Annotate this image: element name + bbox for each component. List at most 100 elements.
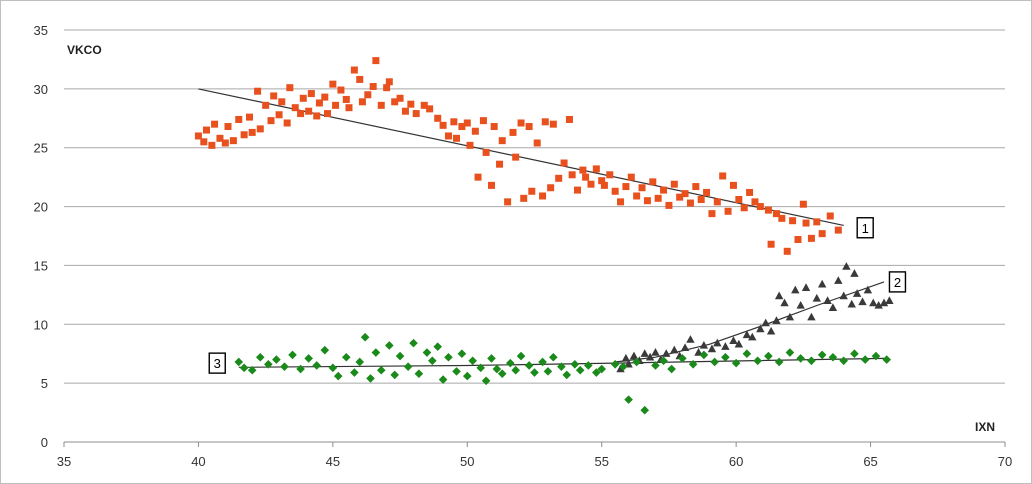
point-square <box>587 180 595 188</box>
point-diamond <box>350 368 359 377</box>
point-diamond <box>468 356 477 366</box>
trendlines <box>198 88 885 368</box>
point-diamond <box>497 369 507 379</box>
point-diamond <box>320 345 330 355</box>
point-diamond <box>839 356 848 366</box>
point-triangle <box>756 324 765 333</box>
point-triangle <box>858 297 867 306</box>
point-diamond <box>785 348 795 357</box>
point-square <box>724 207 732 215</box>
point-diamond <box>355 357 365 367</box>
point-diamond <box>304 354 313 363</box>
point-triangle <box>791 285 800 294</box>
point-diamond <box>850 349 859 359</box>
point-triangle <box>817 279 827 288</box>
point-square <box>751 198 759 206</box>
point-square <box>654 194 662 202</box>
point-diamond <box>234 357 244 367</box>
point-square <box>574 186 582 194</box>
point-square <box>735 196 743 204</box>
point-triangle <box>645 352 655 361</box>
point-diamond <box>452 367 461 376</box>
point-triangle <box>761 318 770 327</box>
point-square <box>783 247 791 255</box>
point-diamond <box>414 369 424 379</box>
point-diamond <box>342 352 351 362</box>
point-square <box>248 128 256 136</box>
point-triangle <box>812 293 821 302</box>
data-points <box>194 57 894 415</box>
point-triangle <box>823 296 832 304</box>
point-diamond <box>549 352 558 362</box>
callout-label: 3 <box>214 356 221 371</box>
point-triangle <box>780 298 789 307</box>
point-square <box>643 197 651 205</box>
point-triangle <box>834 276 843 284</box>
point-square <box>224 123 232 131</box>
point-diamond <box>360 332 370 342</box>
point-square <box>729 181 737 189</box>
point-square <box>490 123 498 131</box>
point-square <box>194 132 202 140</box>
point-square <box>541 118 549 126</box>
point-diamond <box>562 370 572 380</box>
point-square <box>345 104 353 112</box>
x-tick-label: 40 <box>191 454 205 469</box>
point-diamond <box>610 360 620 369</box>
point-diamond <box>492 364 502 374</box>
point-triangle <box>774 291 784 300</box>
point-triangle <box>694 348 703 356</box>
point-square <box>377 101 385 109</box>
point-triangle <box>680 343 690 352</box>
point-square <box>627 173 635 181</box>
callout-box <box>208 352 226 374</box>
point-square <box>356 75 364 83</box>
point-diamond <box>328 363 338 373</box>
point-diamond <box>592 368 601 377</box>
point-diamond <box>731 358 741 368</box>
point-diamond <box>288 350 297 360</box>
point-square <box>555 174 563 182</box>
point-square <box>533 139 541 147</box>
y-tick-label: 30 <box>34 82 48 97</box>
point-square <box>350 66 358 74</box>
point-square <box>807 234 815 242</box>
callout-label: 1 <box>862 221 869 236</box>
point-square <box>407 100 415 108</box>
point-square <box>444 132 452 140</box>
point-square <box>764 206 772 214</box>
point-square <box>315 99 323 107</box>
point-diamond <box>530 368 539 377</box>
point-diamond <box>699 350 709 360</box>
y-axis-label: VKCO <box>67 43 102 57</box>
x-tick-label: 55 <box>594 454 608 469</box>
point-square <box>458 123 466 131</box>
point-triangle <box>785 312 795 321</box>
callouts: 1 2 3 <box>208 217 907 374</box>
point-square <box>549 120 557 128</box>
point-diamond <box>659 356 668 366</box>
point-diamond <box>444 352 453 362</box>
point-diamond <box>764 351 773 361</box>
point-diamond <box>524 361 534 370</box>
point-diamond <box>247 365 257 375</box>
point-square <box>321 93 329 101</box>
point-square <box>670 180 678 188</box>
point-square <box>391 98 399 106</box>
point-triangle <box>670 345 679 354</box>
point-square <box>329 80 337 88</box>
point-diamond <box>395 351 405 361</box>
x-tick-label: 60 <box>729 454 743 469</box>
point-diamond <box>516 351 526 361</box>
point-square <box>525 123 533 131</box>
point-triangle <box>852 289 862 297</box>
point-diamond <box>557 362 566 371</box>
point-triangle <box>869 298 878 307</box>
point-square <box>396 94 404 102</box>
point-triangle <box>662 349 671 357</box>
point-diamond <box>688 360 698 369</box>
point-square <box>369 83 377 91</box>
point-square <box>283 119 291 127</box>
point-diamond <box>753 356 762 366</box>
point-square <box>254 87 262 95</box>
